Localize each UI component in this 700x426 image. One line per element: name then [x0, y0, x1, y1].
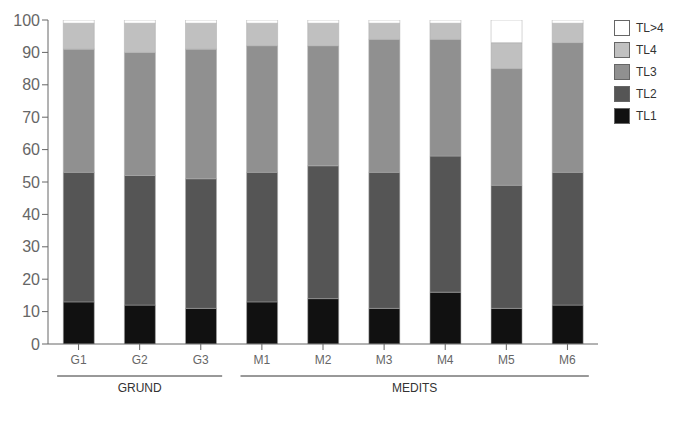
- html-text:TL>4: TL>4: [636, 21, 664, 35]
- svg-text:40: 40: [22, 206, 40, 223]
- svg-text:G3: G3: [193, 353, 209, 367]
- svg-text:M1: M1: [254, 353, 271, 367]
- svg-text:10: 10: [22, 303, 40, 320]
- svg-text:90: 90: [22, 44, 40, 61]
- svg-text:M6: M6: [559, 353, 576, 367]
- svg-text:100: 100: [13, 12, 40, 29]
- svg-text:M3: M3: [376, 353, 393, 367]
- html-text:TL3: TL3: [636, 65, 657, 79]
- html-text:TL1: TL1: [636, 109, 657, 123]
- svg-text:0: 0: [31, 336, 40, 353]
- html-text:TL4: TL4: [636, 43, 657, 57]
- svg-text:60: 60: [22, 141, 40, 158]
- html-text:TL2: TL2: [636, 87, 657, 101]
- svg-text:20: 20: [22, 271, 40, 288]
- svg-text:70: 70: [22, 109, 40, 126]
- svg-text:M2: M2: [315, 353, 332, 367]
- svg-text:80: 80: [22, 76, 40, 93]
- svg-text:G1: G1: [71, 353, 87, 367]
- svg-text:30: 30: [22, 238, 40, 255]
- svg-text:50: 50: [22, 174, 40, 191]
- svg-text:G2: G2: [132, 353, 148, 367]
- svg-text:GRUND: GRUND: [118, 381, 162, 395]
- svg-text:M5: M5: [498, 353, 515, 367]
- svg-text:MEDITS: MEDITS: [392, 381, 437, 395]
- svg-text:M4: M4: [437, 353, 454, 367]
